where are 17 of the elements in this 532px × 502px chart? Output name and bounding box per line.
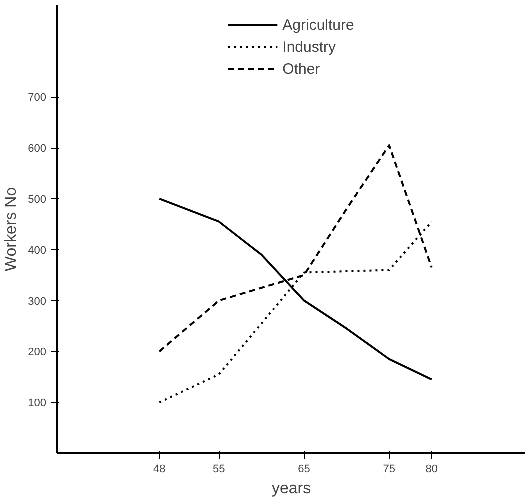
x-tick-label: 75 [383,464,396,476]
legend-label: Agriculture [282,16,354,34]
y-tick-label: 300 [28,296,47,308]
legend-label: Other [282,60,320,78]
x-axis-title: years [272,480,312,498]
y-axis-title: Workers No [3,187,20,272]
y-tick-label: 500 [28,194,47,206]
x-tick-label: 65 [298,464,310,476]
y-tick-label: 700 [28,92,47,104]
y-tick-label: 400 [28,244,47,257]
y-tick-label: 600 [28,143,47,156]
x-tick-label: 80 [426,464,438,476]
legend-label: Industry [282,38,336,56]
y-tick-label: 100 [28,398,47,410]
y-tick-label: 200 [28,346,47,359]
x-tick-label: 48 [153,464,166,476]
x-tick-label: 55 [213,464,226,476]
